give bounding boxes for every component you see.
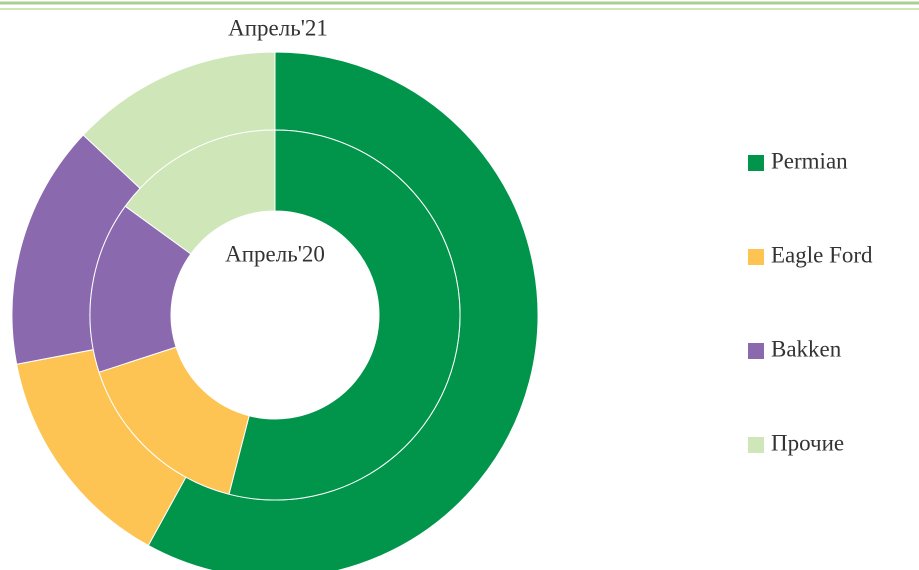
- slice: [124, 129, 276, 255]
- legend-swatch: [748, 249, 764, 265]
- legend-label: Прочие: [771, 430, 844, 455]
- legend-label: Eagle Ford: [771, 242, 873, 267]
- rings: [11, 51, 539, 570]
- legend-swatch: [748, 343, 764, 359]
- legend: Permian Eagle Ford Bakken Прочие: [748, 148, 873, 455]
- slice: [228, 129, 461, 501]
- inner-ring-label: Апрель'20: [225, 241, 325, 266]
- legend-label: Bakken: [771, 336, 842, 361]
- legend-label: Permian: [771, 148, 848, 173]
- legend-swatch: [748, 155, 764, 171]
- legend-swatch: [748, 437, 764, 453]
- outer-ring-label: Апрель'21: [228, 15, 328, 40]
